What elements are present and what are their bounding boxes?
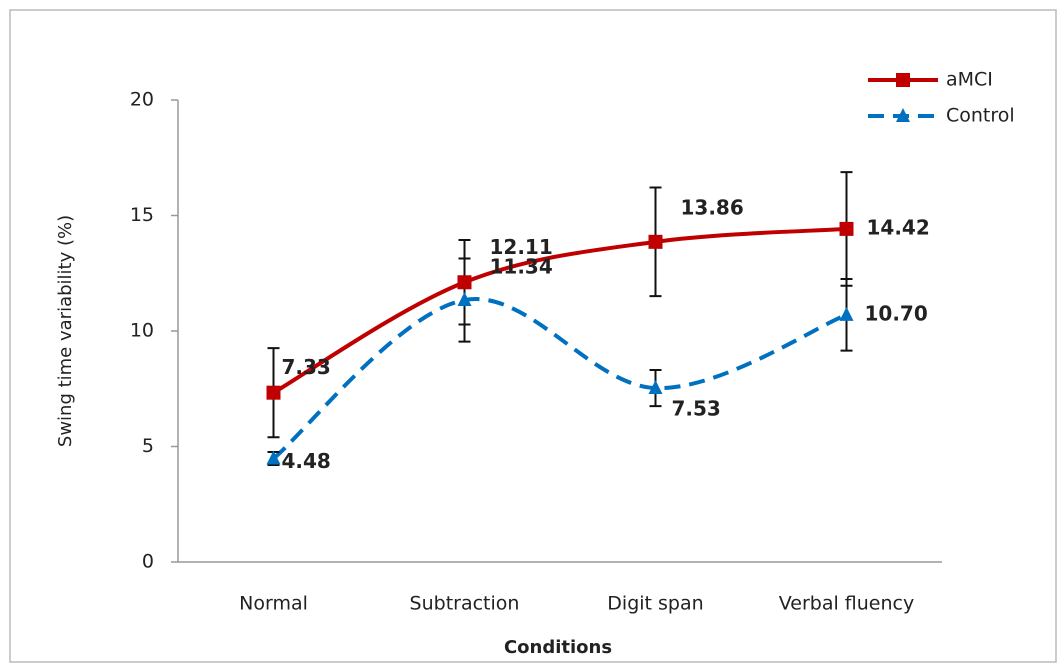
marker bbox=[648, 234, 663, 249]
value-label: 4.48 bbox=[282, 449, 331, 473]
y-tick-label: 20 bbox=[130, 89, 154, 111]
value-label: 14.42 bbox=[867, 215, 930, 239]
y-tick-label: 15 bbox=[130, 204, 154, 226]
y-axis-label: Swing time variability (%) bbox=[55, 215, 76, 447]
y-tick-label: 0 bbox=[142, 551, 154, 573]
value-label: 11.34 bbox=[490, 255, 553, 279]
marker bbox=[839, 221, 854, 236]
marker bbox=[266, 385, 281, 400]
x-tick-label: Digit span bbox=[607, 593, 703, 615]
marker bbox=[457, 275, 472, 290]
legend-marker bbox=[896, 108, 910, 122]
value-label: 12.11 bbox=[490, 235, 553, 259]
value-label: 13.86 bbox=[681, 195, 744, 219]
legend-label: aMCI bbox=[946, 69, 993, 91]
series-line bbox=[272, 226, 847, 395]
value-label: 10.70 bbox=[865, 301, 928, 325]
marker bbox=[839, 306, 854, 321]
series-line bbox=[272, 297, 848, 461]
marker bbox=[266, 450, 281, 465]
x-tick-label: Subtraction bbox=[410, 593, 520, 615]
value-label: 7.33 bbox=[282, 355, 331, 379]
marker bbox=[648, 380, 663, 395]
x-tick-label: Normal bbox=[239, 593, 308, 615]
legend-marker bbox=[896, 73, 910, 87]
legend-label: Control bbox=[946, 105, 1015, 127]
marker bbox=[457, 292, 472, 307]
y-tick-label: 10 bbox=[130, 320, 154, 342]
chart-frame bbox=[9, 9, 1057, 663]
y-tick-label: 5 bbox=[142, 435, 154, 457]
x-tick-label: Verbal fluency bbox=[779, 593, 914, 615]
x-axis-label: Conditions bbox=[504, 637, 612, 658]
value-label: 7.53 bbox=[672, 397, 721, 421]
